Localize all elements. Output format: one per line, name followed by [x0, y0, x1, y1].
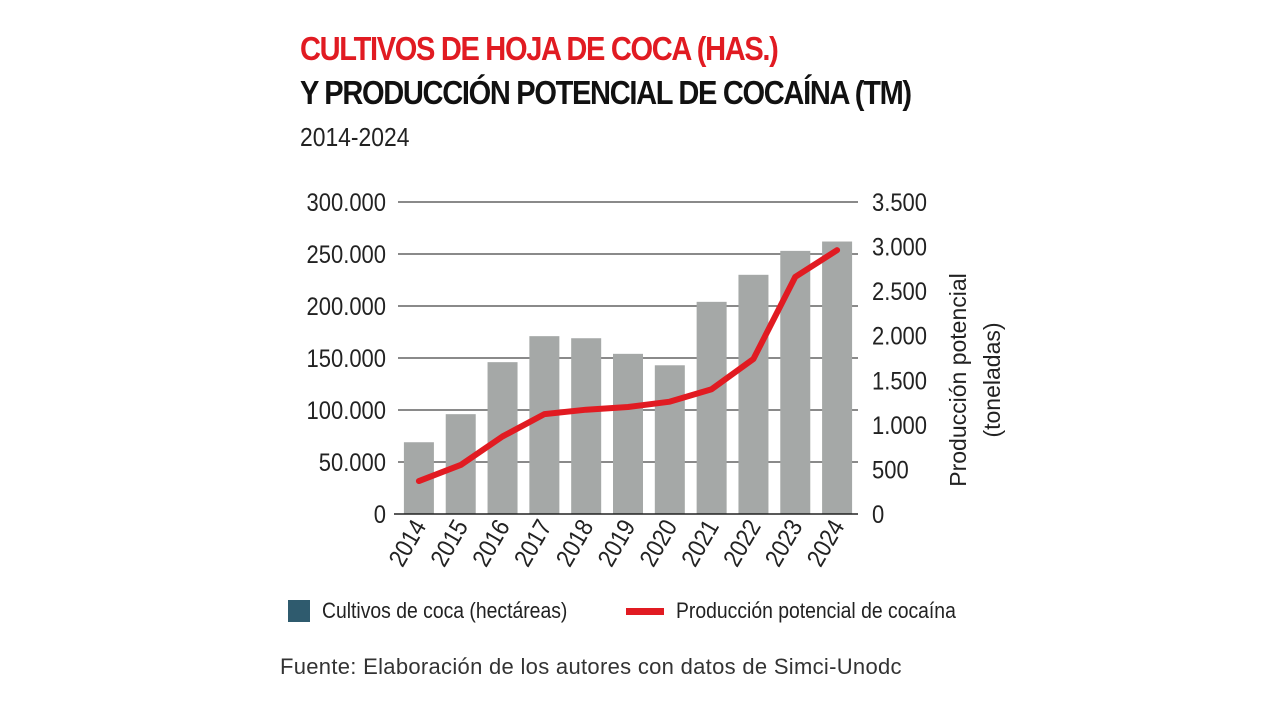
chart-subtitle: 2014-2024 [300, 122, 410, 152]
y-right-axis-label-line2: (toneladas) [979, 322, 1005, 437]
x-tick-label: 2019 [592, 515, 640, 571]
bar [696, 301, 727, 514]
x-tick-label: 2024 [801, 515, 849, 571]
y-left-tick-label: 200.000 [307, 293, 386, 321]
legend-item-bars: Cultivos de coca (hectáreas) [288, 598, 601, 624]
x-tick-label: 2020 [634, 515, 682, 571]
x-tick-label: 2017 [509, 515, 557, 571]
y-right-tick-label: 2.000 [872, 322, 927, 350]
source-note: Fuente: Elaboración de los autores con d… [280, 654, 902, 679]
chart-title-line1: CULTIVOS DE HOJA DE COCA (HAS.) [300, 30, 779, 67]
x-tick-label: 2023 [760, 515, 808, 571]
legend-label-line: Producción potencial de cocaína [676, 598, 956, 623]
y-right-axis-label-line1: Producción potencial [945, 273, 971, 487]
bar [738, 274, 769, 514]
chart-title-line2: Y PRODUCCIÓN POTENCIAL DE COCAÍNA (TM) [300, 74, 912, 111]
bar [822, 241, 853, 514]
legend-item-line: Producción potencial de cocaína [626, 598, 994, 624]
x-tick-label: 2021 [676, 515, 724, 571]
bar [529, 336, 560, 514]
y-right-tick-label: 2.500 [872, 278, 927, 306]
bar [613, 353, 643, 514]
y-right-tick-label: 3.500 [872, 189, 927, 217]
y-right-tick-label: 1.000 [872, 412, 927, 440]
bar [654, 365, 685, 514]
y-right-tick-label: 0 [872, 501, 884, 529]
x-tick-label: 2022 [718, 515, 766, 571]
legend-swatch-line [626, 607, 664, 615]
x-tick-label: 2016 [467, 515, 515, 571]
legend-label-bars: Cultivos de coca (hectáreas) [322, 598, 568, 623]
x-tick-label: 2015 [425, 515, 473, 571]
y-right-tick-label: 3.000 [872, 233, 927, 261]
y-left-tick-label: 250.000 [307, 241, 386, 269]
x-tick-label: 2018 [550, 515, 598, 571]
y-left-tick-label: 300.000 [307, 189, 386, 217]
bar [571, 338, 602, 514]
bar [780, 250, 811, 514]
y-left-tick-label: 50.000 [319, 449, 386, 477]
legend-swatch-bars [288, 600, 310, 622]
y-right-tick-label: 500 [872, 456, 909, 484]
x-tick-label: 2014 [383, 515, 431, 571]
y-left-tick-label: 0 [374, 501, 386, 529]
y-left-tick-label: 100.000 [307, 397, 386, 425]
y-left-tick-label: 150.000 [307, 345, 386, 373]
y-right-tick-label: 1.500 [872, 367, 927, 395]
